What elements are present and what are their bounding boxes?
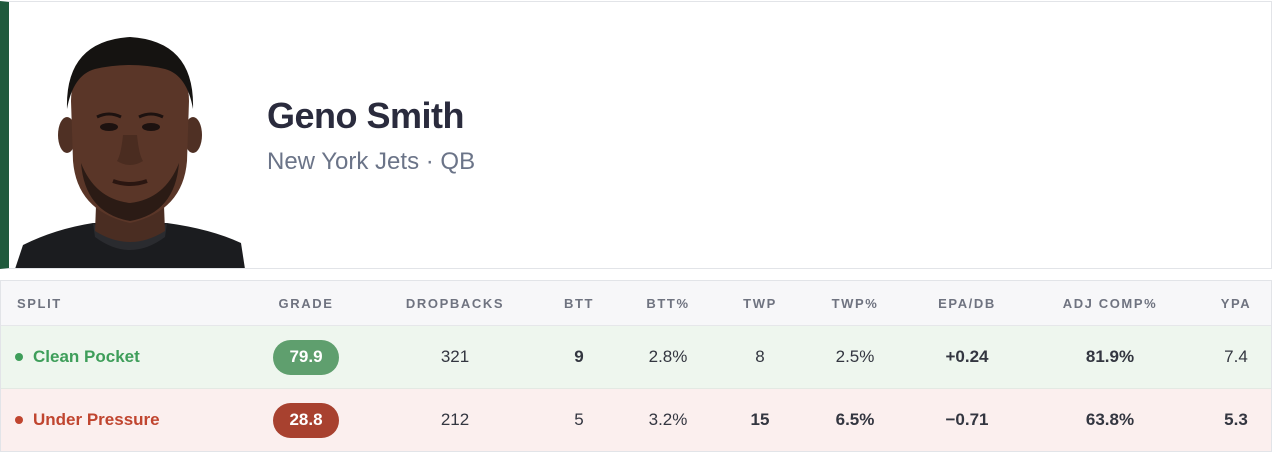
adj-comp-value: 81.9% bbox=[1085, 347, 1135, 366]
table-row-clean-pocket: Clean Pocket 79.9 321 9 2.8% 8 2.5% +0.2… bbox=[1, 326, 1271, 389]
split-cell: Under Pressure bbox=[15, 389, 160, 451]
status-dot-icon bbox=[15, 353, 23, 361]
split-cell: Clean Pocket bbox=[15, 326, 140, 388]
table-header-row: SPLIT GRADE DROPBACKS BTT BTT% TWP TWP% … bbox=[1, 281, 1271, 326]
grade-badge: 79.9 bbox=[273, 339, 339, 375]
player-header-card: Geno Smith New York Jets · QB bbox=[0, 1, 1272, 269]
twp-pct-value: 6.5% bbox=[835, 410, 875, 429]
header-grade: GRADE bbox=[278, 295, 334, 311]
player-headshot bbox=[15, 37, 245, 268]
header-split: SPLIT bbox=[17, 295, 62, 311]
twp-value: 15 bbox=[750, 410, 770, 429]
btt-pct-value: 2.8% bbox=[648, 347, 688, 366]
epa-db-value: +0.24 bbox=[945, 347, 989, 366]
player-team-position: New York Jets · QB bbox=[267, 148, 476, 175]
table-row-under-pressure: Under Pressure 28.8 212 5 3.2% 15 6.5% −… bbox=[1, 389, 1271, 451]
header-adj-comp: ADJ COMP% bbox=[1062, 295, 1158, 311]
twp-pct-value: 2.5% bbox=[835, 347, 875, 366]
adj-comp-value: 63.8% bbox=[1085, 410, 1135, 429]
header-twp: TWP bbox=[743, 295, 777, 311]
player-name: Geno Smith bbox=[267, 95, 465, 136]
header-btt: BTT bbox=[563, 295, 595, 311]
btt-value: 9 bbox=[574, 347, 584, 366]
grade-badge: 28.8 bbox=[273, 402, 339, 438]
ypa-value: 7.4 bbox=[1224, 347, 1248, 366]
split-label: Clean Pocket bbox=[33, 347, 140, 366]
dropbacks-value: 212 bbox=[440, 410, 470, 429]
header-btt-pct: BTT% bbox=[646, 295, 690, 311]
split-label: Under Pressure bbox=[33, 410, 160, 429]
dropbacks-value: 321 bbox=[440, 347, 470, 366]
epa-db-value: −0.71 bbox=[945, 410, 989, 429]
btt-pct-value: 3.2% bbox=[648, 410, 688, 429]
ypa-value: 5.3 bbox=[1224, 410, 1248, 429]
btt-value: 5 bbox=[574, 410, 584, 429]
twp-value: 8 bbox=[755, 347, 765, 366]
grade-cell: 28.8 bbox=[273, 389, 339, 451]
header-dropbacks: DROPBACKS bbox=[405, 295, 505, 311]
status-dot-icon bbox=[15, 416, 23, 424]
header-ypa: YPA bbox=[1220, 295, 1252, 311]
header-epa-db: EPA/DB bbox=[938, 295, 996, 311]
header-twp-pct: TWP% bbox=[831, 295, 879, 311]
split-stats-table: SPLIT GRADE DROPBACKS BTT BTT% TWP TWP% … bbox=[0, 280, 1272, 452]
grade-cell: 79.9 bbox=[273, 326, 339, 388]
